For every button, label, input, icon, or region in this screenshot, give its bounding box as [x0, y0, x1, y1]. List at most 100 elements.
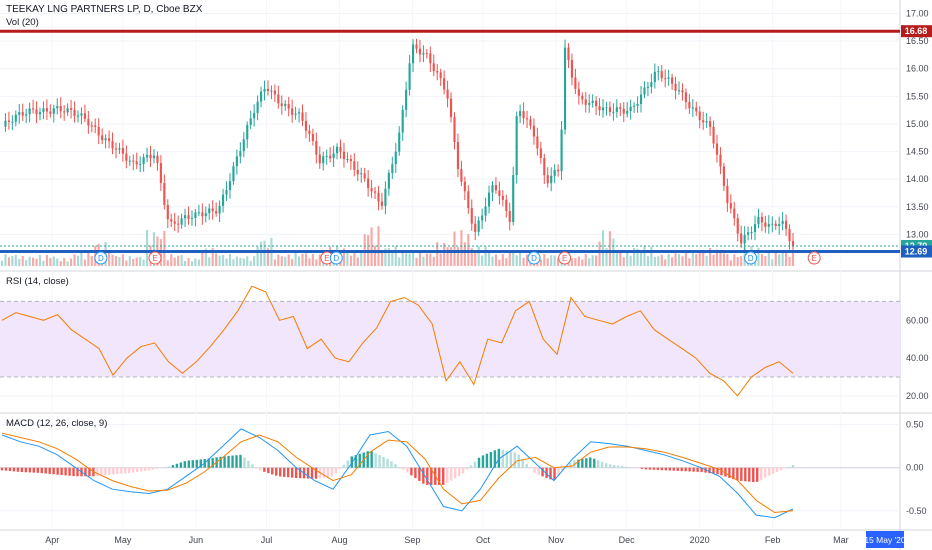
volume-bar	[387, 248, 390, 266]
candle-body	[4, 120, 7, 127]
volume-bar	[225, 258, 228, 266]
volume-bar	[204, 248, 207, 266]
volume-bar	[764, 256, 767, 266]
candle-body	[135, 161, 138, 165]
candle-body	[121, 148, 124, 154]
volume-bar	[657, 256, 660, 266]
volume-bar	[778, 254, 781, 266]
candle-body	[484, 206, 487, 216]
volume-bar	[353, 250, 356, 266]
candle-body	[104, 138, 107, 141]
macd-histogram-bar	[195, 459, 198, 468]
candle-body	[301, 112, 304, 121]
volume-bar	[550, 255, 553, 266]
volume-bar	[774, 252, 777, 266]
candle-body	[553, 169, 556, 176]
time-tick-label: Jul	[261, 535, 273, 545]
candle-body	[208, 208, 211, 214]
price-axis-ticks: 17.00 16.50 16.00 15.50 15.00 14.50 14.00 13.50…	[906, 9, 929, 240]
candle-body	[235, 156, 238, 167]
candle-body	[349, 159, 352, 162]
candle-body	[443, 78, 446, 90]
candle-body	[329, 155, 332, 159]
event-marker-circle	[558, 251, 572, 265]
candle-body	[253, 112, 256, 119]
candle-body	[736, 218, 739, 234]
macd-histogram-bar	[314, 467, 318, 479]
candle-body	[166, 204, 169, 220]
volume-bar	[218, 255, 221, 266]
macd-histogram-bar	[290, 467, 294, 478]
candle-body	[370, 188, 373, 192]
candle-body	[391, 164, 394, 174]
volume-bar	[702, 250, 705, 266]
macd-histogram-bar	[40, 467, 43, 474]
candle-body	[259, 91, 263, 102]
volume-bar	[377, 226, 380, 266]
candle-body	[28, 108, 31, 115]
candle-body	[346, 159, 349, 161]
candle-body	[360, 173, 363, 175]
macd-histogram-bar	[736, 467, 739, 481]
volume-bar	[259, 241, 263, 266]
macd-histogram-bar	[644, 467, 648, 470]
volume-bar	[197, 259, 200, 266]
candle-body	[204, 213, 207, 217]
volume-bar	[501, 254, 504, 266]
candle-body	[377, 192, 380, 202]
volume-bar	[187, 258, 190, 266]
candle-body	[156, 155, 159, 164]
candle-body	[42, 108, 45, 112]
macd-histogram-bar	[386, 458, 389, 468]
volume-bar	[719, 250, 722, 266]
volume-bar	[574, 257, 577, 266]
volume-bar	[546, 258, 549, 266]
event-marker-circle	[94, 251, 108, 265]
volume-bar	[256, 246, 259, 266]
candle-body	[653, 71, 656, 83]
candle-body	[702, 120, 705, 123]
volume-bar	[622, 257, 625, 266]
macd-histogram-bar	[263, 467, 266, 472]
macd-histogram-bar	[672, 467, 675, 471]
macd-histogram-bar	[597, 460, 600, 468]
time-axis-ticks: Apr May Jun Jul Aug Sep Oct Nov Dec 2020 Feb Mar	[45, 535, 848, 545]
candle-body	[7, 120, 10, 122]
volume-title: Vol (20)	[6, 17, 39, 28]
macd-histogram-bar	[541, 467, 544, 477]
candle-body	[332, 153, 335, 159]
volume-bar	[114, 256, 118, 266]
candle-body	[66, 108, 69, 113]
macd-histogram-bar	[406, 467, 409, 473]
volume-bar	[111, 254, 114, 266]
candle-body	[408, 63, 411, 90]
candle-body	[14, 114, 17, 122]
volume-bar	[132, 258, 135, 266]
candle-body	[152, 155, 156, 159]
candle-body	[118, 148, 121, 150]
macd-histogram-bar	[116, 467, 119, 475]
candle-body	[35, 109, 38, 115]
candle-body	[657, 71, 660, 73]
candle-body	[56, 105, 59, 109]
volume-bar	[249, 261, 252, 266]
macd-histogram-bar	[601, 461, 604, 468]
volume-bar	[121, 254, 124, 266]
support-price-badge: 12.69	[901, 245, 932, 258]
macd-histogram-bar	[525, 463, 528, 468]
candle-body	[318, 154, 321, 164]
macd-histogram-bar	[537, 467, 540, 475]
volume-bar	[170, 254, 173, 266]
volume-bar	[239, 257, 242, 266]
volume-bar	[639, 252, 643, 266]
candle-body	[190, 217, 194, 219]
volume-bar	[449, 247, 453, 266]
price-tick-label: 14.50	[906, 147, 929, 157]
candle-body	[567, 47, 570, 61]
macd-histogram-bar	[374, 453, 377, 468]
candle-body	[760, 216, 763, 223]
candle-body	[733, 208, 736, 219]
volume-bar	[211, 248, 214, 266]
volume-bar	[87, 252, 90, 266]
